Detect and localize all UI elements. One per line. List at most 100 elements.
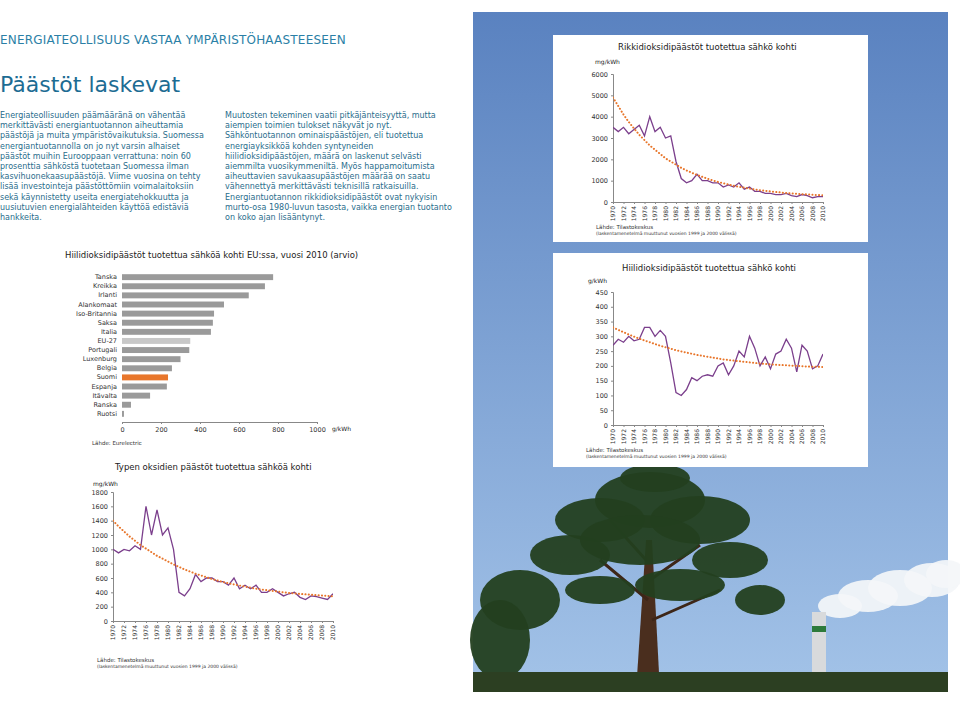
tick-label: 1000 [591,177,608,185]
source: Lähde: Eurelectric [92,440,142,446]
tick: 1972 [120,621,127,640]
x-axis: 02004006008001000 [120,422,325,434]
tick-label: 1980 [164,625,171,640]
tick: 1970 [609,202,616,221]
tick-mark [223,621,224,623]
tick: 6000 [591,71,613,79]
tick-label: 300 [596,333,608,341]
tick: 1980 [662,202,669,221]
source: Lähde: Tilastokeskus [97,657,154,663]
foliage [735,585,785,615]
tick-mark [278,422,279,424]
tick-label: Ranska [94,401,118,409]
tick-mark [135,621,136,623]
tick-mark [124,621,125,623]
tick-mark [611,117,613,118]
tick-mark [624,202,625,204]
tick-mark [267,621,268,623]
tick-label: Luxenburg [83,355,117,363]
tick: 200 [96,603,113,611]
tick-label: 1998 [756,206,763,221]
tick-mark [739,425,740,427]
tick-mark [111,592,113,593]
tick: 1992 [725,202,732,221]
tick-label: 2006 [798,429,805,444]
tick: 1972 [620,425,627,444]
note: (laskentamenetelmä muuttunut vuosien 199… [97,664,238,669]
plot-area [613,97,823,197]
tick-label: 1978 [153,625,160,640]
tick-mark [146,621,147,623]
y-axis-label: mg/kWh [595,58,620,66]
tick-mark [729,202,730,204]
tick: 2004 [296,621,303,640]
tick-mark [611,95,613,96]
tick-label: 1996 [746,429,753,444]
tick-mark [333,621,334,623]
tick: 1994 [735,425,742,444]
foliage [580,515,700,565]
x-axis: 1970197219741976197819801982198419861988… [609,202,826,221]
chart-panel [553,253,868,467]
tick-mark [161,422,162,424]
tick-label: Belgia [97,364,117,372]
tick-label: Itävalta [92,392,117,400]
tick-label: 1976 [641,206,648,221]
tick-mark [708,202,709,204]
bar [122,393,150,399]
tick-label: 1972 [620,429,627,444]
tick: 1978 [651,202,658,221]
tick-label: 1988 [704,429,711,444]
tick-label: Ruotsi [97,410,117,418]
tick-label: 150 [596,377,608,385]
tick-mark [760,425,761,427]
tick: 5000 [591,92,613,100]
tick-label: 2010 [329,625,336,640]
tick-label: 1982 [175,625,182,640]
tick-mark [168,621,169,623]
series-line [613,327,823,367]
tick-label: 1988 [208,625,215,640]
series-line [113,521,333,597]
tick: 1994 [241,621,248,640]
tick-mark [256,621,257,623]
tick: 2006 [798,425,805,444]
chart-title: Typen oksidien päästöt tuotettua sähköä … [114,462,312,472]
tick-label: 800 [272,426,284,434]
tick-label: 2002 [777,429,784,444]
x-axis: 1970197219741976197819801982198419861988… [609,425,826,444]
tick-label: 2008 [809,429,816,444]
tick-mark [239,422,240,424]
tick: 2002 [777,425,784,444]
tick-mark [611,336,613,337]
tick-mark [201,621,202,623]
tick-label: 2010 [819,429,826,444]
undergrowth [473,672,948,692]
tick: 1982 [672,425,679,444]
tick-mark [111,578,113,579]
tick: 1600 [91,503,113,511]
tick: 600 [233,422,245,434]
tick-label: EU-27 [98,337,117,345]
tick-label: 2008 [809,206,816,221]
tick: 1980 [662,425,669,444]
tick: 2010 [329,621,336,640]
x-axis: 1970197219741976197819801982198419861988… [109,621,336,640]
tick-label: 1984 [683,429,690,444]
photo [470,12,960,692]
tick-label: 400 [596,303,608,311]
tick: 0 [104,618,113,626]
line-chart: 0501001502002503003504004501970197219741… [553,253,868,467]
tick-mark [666,425,667,427]
tick-mark [718,425,719,427]
tick: 2000 [274,621,281,640]
tick: 350 [596,318,613,326]
tick: 150 [596,377,613,385]
tick: 1994 [735,202,742,221]
bar [122,283,265,289]
tick: 1988 [704,425,711,444]
tick-mark [611,159,613,160]
tick-mark [645,425,646,427]
tick: Iso-Britannia [76,310,121,318]
tick-label: Irlanti [98,291,117,299]
